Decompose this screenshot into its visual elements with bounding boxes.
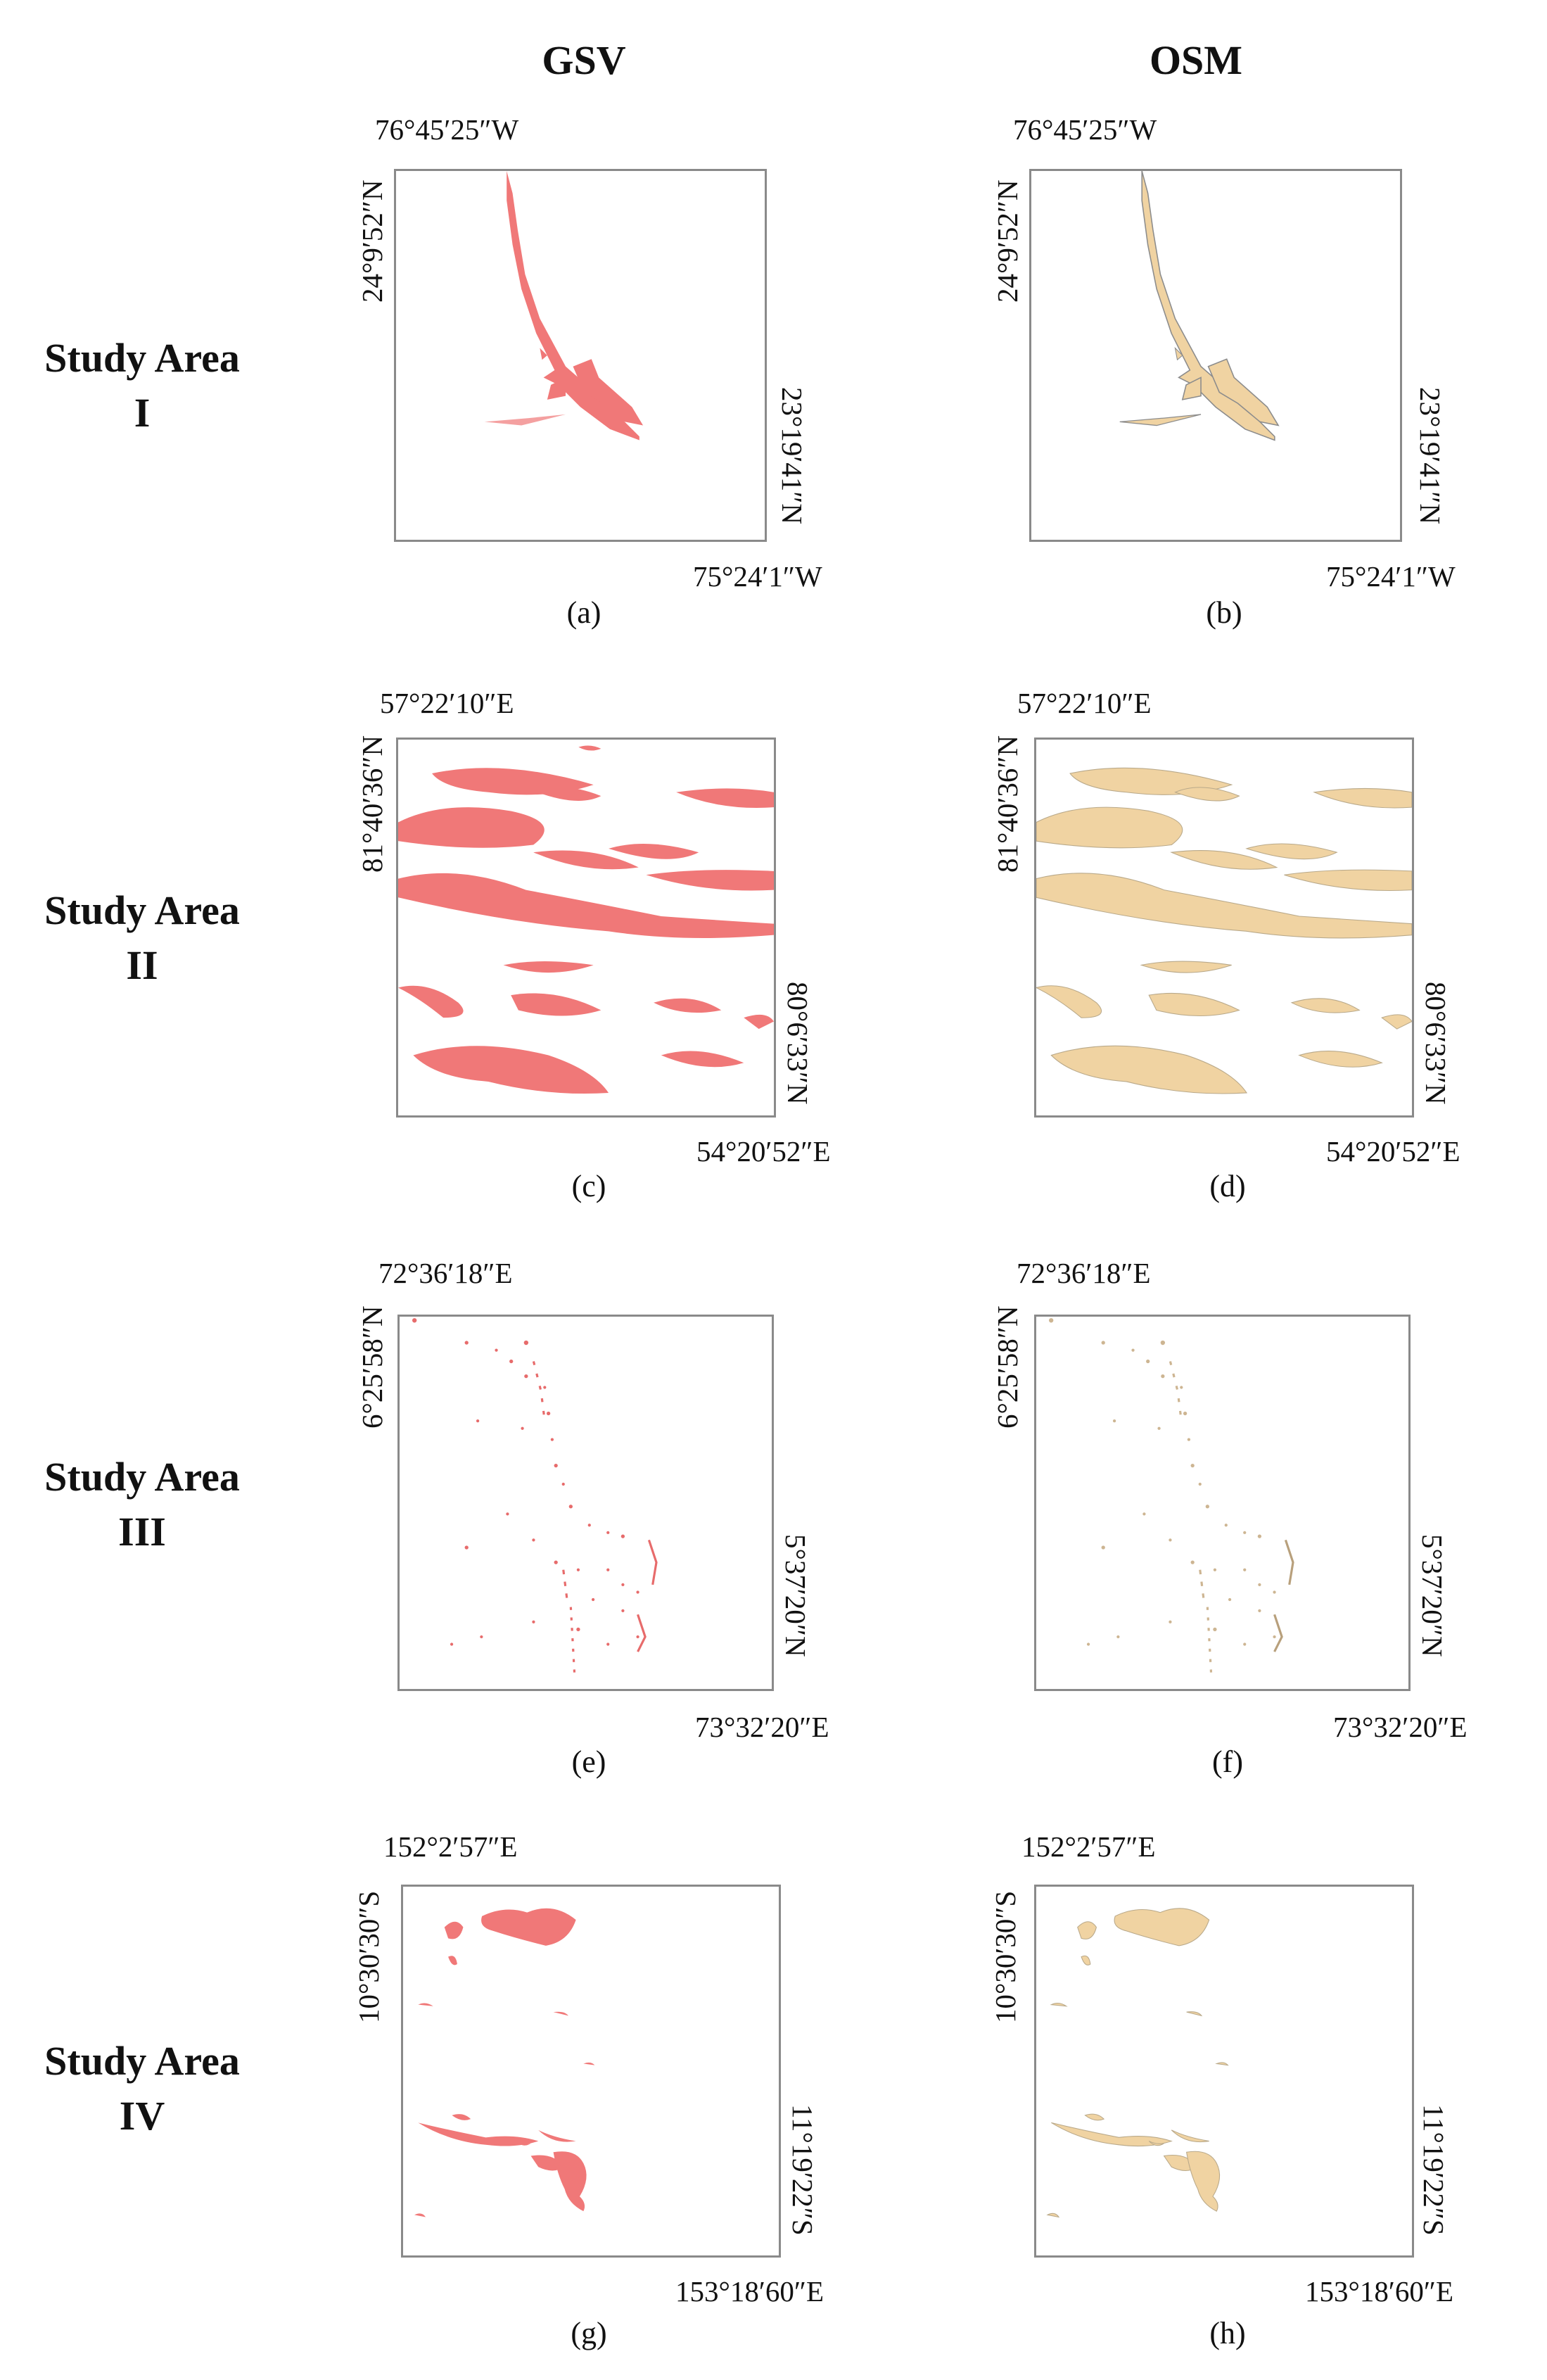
bottom-longitude-label: 73°32′20″E	[695, 1711, 829, 1743]
row-label-study-area-2: Study Area II	[15, 883, 269, 993]
row-label-line1: Study Area	[44, 887, 240, 933]
panel-caption-b: (b)	[1206, 595, 1242, 630]
top-longitude-label: 76°45′25″W	[1013, 113, 1157, 146]
map-panel-h	[1034, 1885, 1414, 2258]
map-a-shapes	[484, 171, 644, 441]
top-longitude-label: 57°22′10″E	[380, 687, 514, 719]
left-latitude-label: 10°30′30″S	[352, 1890, 385, 2023]
row-label-line1: Study Area	[44, 2038, 240, 2084]
map-panel-a	[394, 169, 767, 542]
map-d-shapes	[1036, 767, 1412, 1094]
map-panel-d	[1034, 738, 1414, 1118]
left-latitude-label: 81°40′36″N	[356, 735, 388, 873]
map-b-shapes	[1119, 171, 1280, 441]
map-panel-g	[401, 1885, 781, 2258]
left-latitude-label: 24°9′52″N	[991, 179, 1024, 303]
bottom-longitude-label: 73°32′20″E	[1333, 1711, 1468, 1743]
row-label-line2: I	[134, 390, 151, 436]
map-h-shapes	[1046, 1908, 1229, 2218]
row-label-study-area-3: Study Area III	[15, 1450, 269, 1559]
left-latitude-label: 81°40′36″N	[991, 735, 1024, 873]
row-label-line1: Study Area	[44, 1454, 240, 1500]
bottom-longitude-label: 153°18′60″E	[675, 2275, 824, 2308]
bottom-longitude-label: 153°18′60″E	[1305, 2275, 1453, 2308]
bottom-longitude-label: 54°20′52″E	[1326, 1135, 1460, 1167]
top-longitude-label: 72°36′18″E	[378, 1257, 513, 1289]
map-panel-f	[1034, 1315, 1411, 1691]
panel-caption-c: (c)	[571, 1169, 606, 1203]
panel-caption-f: (f)	[1212, 1745, 1243, 1779]
top-longitude-label: 152°2′57″E	[1021, 1830, 1156, 1863]
map-f-shapes	[1048, 1318, 1294, 1674]
row-label-line2: III	[118, 1509, 166, 1555]
left-latitude-label: 6°25′58″N	[991, 1305, 1024, 1429]
map-g-shapes	[414, 1908, 595, 2217]
right-latitude-label: 5°37′20″N	[1416, 1534, 1449, 1657]
row-label-study-area-4: Study Area IV	[15, 2034, 269, 2144]
map-panel-c	[396, 738, 776, 1118]
right-latitude-label: 11°19′22″S	[1418, 2104, 1450, 2236]
top-longitude-label: 57°22′10″E	[1017, 687, 1152, 719]
bottom-longitude-label: 75°24′1″W	[1326, 560, 1456, 593]
top-longitude-label: 72°36′18″E	[1017, 1257, 1151, 1289]
row-label-line2: IV	[119, 2093, 165, 2139]
row-label-line1: Study Area	[44, 335, 240, 381]
panel-caption-a: (a)	[566, 595, 601, 630]
left-latitude-label: 6°25′58″N	[356, 1305, 388, 1429]
map-panel-e	[397, 1315, 774, 1691]
panel-caption-e: (e)	[571, 1745, 606, 1779]
right-latitude-label: 80°6′33″N	[1420, 982, 1452, 1105]
bottom-longitude-label: 54°20′52″E	[696, 1135, 831, 1167]
column-header-osm: OSM	[1149, 37, 1243, 83]
map-e-shapes	[412, 1318, 658, 1674]
right-latitude-label: 11°19′22″S	[787, 2104, 819, 2236]
right-latitude-label: 23°19′41″N	[776, 387, 808, 525]
panel-caption-h: (h)	[1209, 2316, 1246, 2350]
right-latitude-label: 5°37′20″N	[779, 1534, 812, 1657]
row-label-line2: II	[126, 942, 158, 988]
left-latitude-label: 24°9′52″N	[356, 179, 388, 303]
bottom-longitude-label: 75°24′1″W	[693, 560, 822, 593]
top-longitude-label: 76°45′25″W	[375, 113, 519, 146]
panel-caption-d: (d)	[1209, 1169, 1246, 1203]
map-panel-b	[1029, 169, 1402, 542]
left-latitude-label: 10°30′30″S	[989, 1890, 1021, 2023]
right-latitude-label: 23°19′41″N	[1414, 387, 1446, 525]
row-label-study-area-1: Study Area I	[15, 331, 269, 441]
map-c-shapes	[398, 745, 774, 1094]
panel-caption-g: (g)	[571, 2316, 607, 2350]
column-header-gsv: GSV	[542, 37, 626, 83]
top-longitude-label: 152°2′57″E	[383, 1830, 518, 1863]
right-latitude-label: 80°6′33″N	[782, 982, 814, 1105]
